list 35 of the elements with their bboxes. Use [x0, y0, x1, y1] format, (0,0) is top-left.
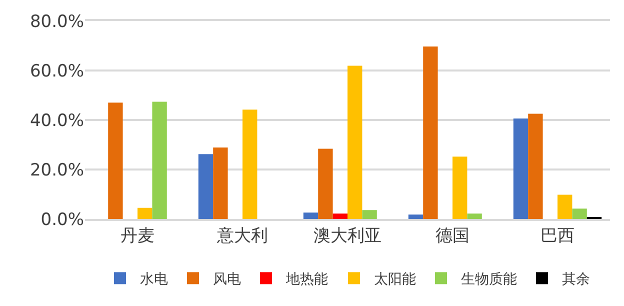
bar	[348, 66, 362, 219]
x-tick-label: 丹麦	[120, 226, 154, 246]
bar	[528, 114, 543, 219]
bar	[332, 214, 348, 219]
y-tick-label: 80.0%	[30, 12, 84, 32]
y-tick-label: 0.0%	[40, 210, 84, 230]
bar	[362, 210, 377, 219]
y-tick-label: 20.0%	[30, 160, 84, 180]
bar	[213, 147, 228, 219]
x-tick-label: 意大利	[216, 226, 268, 246]
bar	[452, 156, 468, 219]
bar	[152, 102, 167, 219]
x-tick-label: 德国	[436, 226, 470, 246]
bar	[198, 154, 214, 219]
bar	[558, 194, 572, 219]
legend-label: 水电	[140, 272, 168, 288]
bar	[108, 102, 123, 219]
legend-label: 其余	[562, 272, 590, 288]
bar	[408, 214, 424, 219]
bar	[303, 212, 318, 219]
x-tick-label: 澳大利亚	[314, 226, 382, 246]
bar	[572, 208, 587, 219]
bar	[467, 214, 482, 219]
bar	[318, 148, 333, 219]
legend-label: 生物质能	[461, 272, 517, 288]
bar	[242, 110, 258, 219]
legend-label: 风电	[213, 272, 241, 288]
legend-label: 地热能	[285, 272, 328, 288]
bar	[513, 118, 528, 219]
legend-label: 太阳能	[374, 272, 416, 288]
x-tick-label: 巴西	[540, 226, 574, 246]
y-tick-label: 40.0%	[30, 110, 84, 131]
bar	[138, 208, 152, 219]
bar	[423, 46, 438, 219]
y-tick-label: 60.0%	[30, 61, 84, 82]
